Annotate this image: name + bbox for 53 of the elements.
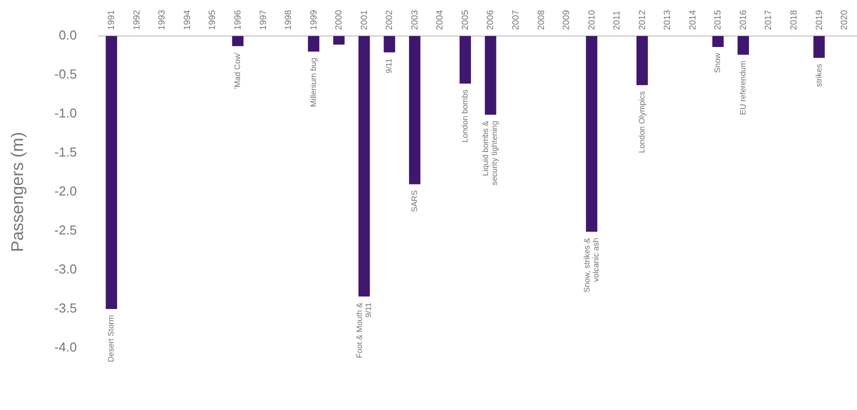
y-tick-label: -1.5	[54, 144, 77, 160]
x-tick-label: 2011	[612, 10, 622, 30]
x-tick-label: 2009	[561, 10, 572, 30]
data-label: 9/11	[384, 58, 394, 74]
x-tick-label: 1991	[106, 10, 116, 30]
y-tick-label: 0.0	[58, 28, 77, 43]
x-tick-label: 2012	[636, 10, 647, 30]
data-label: Desert Storm	[106, 314, 116, 362]
x-tick-label: 1995	[207, 10, 218, 30]
data-label: London bombs	[460, 90, 470, 143]
x-tick-label: 1992	[131, 10, 142, 30]
x-tick-label: 2016	[738, 10, 748, 30]
data-label: Snow, strikes & volcanic ash	[582, 237, 600, 292]
data-label: 'Mad Cow'	[233, 52, 242, 90]
y-tick-label: -2.5	[54, 222, 77, 238]
x-tick-label: 2010	[586, 10, 596, 30]
y-axis-title: Passengers (m)	[8, 132, 27, 252]
x-tick-label: 1996	[232, 10, 242, 30]
x-tick-label: 2001	[358, 10, 369, 30]
y-tick-label: -1.0	[54, 106, 77, 121]
y-tick-label: -3.0	[54, 262, 77, 277]
data-label: London Olympics	[637, 91, 646, 153]
data-label: SARS	[410, 190, 419, 212]
y-tick-label: -2.0	[54, 184, 77, 199]
x-tick-label: 2020	[839, 10, 850, 30]
data-label: Millenium bug	[308, 58, 318, 107]
x-tick-label: 2007	[510, 10, 520, 30]
x-tick-label: 2000	[334, 10, 344, 30]
data-label: Liquid bombs & security tightening	[481, 120, 500, 186]
x-tick-label: 2017	[763, 10, 774, 30]
x-tick-label: 1998	[283, 10, 294, 30]
x-tick-label: 1993	[156, 10, 167, 30]
data-label: strikes	[814, 64, 824, 87]
x-tick-label: 2014	[687, 10, 698, 30]
x-tick-label: 2008	[536, 10, 546, 30]
data-label: Snow	[713, 52, 722, 73]
x-tick-label: 1994	[182, 10, 192, 30]
x-tick-label: 2002	[384, 10, 394, 30]
x-tick-label: 2005	[460, 10, 470, 30]
x-tick-label: 1999	[308, 10, 318, 30]
x-tick-label: 2004	[434, 10, 445, 30]
x-tick-label: 2015	[712, 10, 723, 30]
data-label: Foot & Mouth & 9/11	[354, 302, 373, 358]
y-tick-label: -4.0	[54, 340, 77, 355]
data-label: EU referendum	[738, 60, 748, 115]
x-tick-label: 2003	[409, 10, 420, 30]
x-tick-label: 2006	[485, 10, 496, 30]
x-tick-label: 2019	[814, 10, 824, 30]
x-tick-label: 1997	[258, 10, 268, 30]
x-tick-label: 2013	[662, 10, 672, 30]
y-tick-label: -3.5	[54, 300, 77, 316]
x-tick-label: 2018	[788, 10, 798, 30]
y-tick-label: -0.5	[54, 66, 77, 82]
